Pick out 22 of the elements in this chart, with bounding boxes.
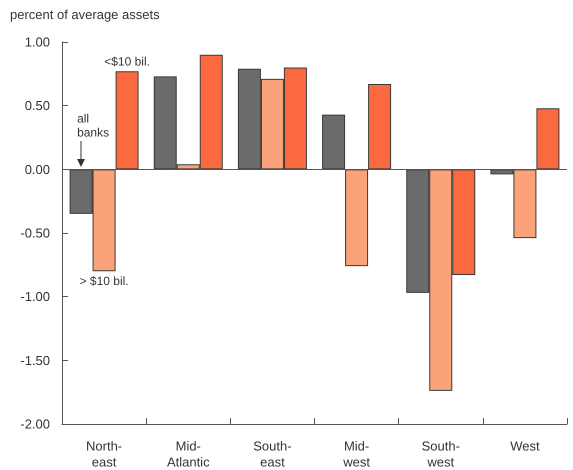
bar [345,169,368,266]
y-tick-label: -1.00 [20,289,50,304]
x-tick-label: South- east [253,438,292,470]
text: all banks [77,111,110,140]
y-tick-label: 1.00 [24,34,50,50]
y-tick-label: 0.50 [24,98,50,114]
bar [536,108,560,170]
y-tick-label: -0.50 [20,226,50,240]
x-tick-label: Mid- west [342,438,370,470]
series-label: <$10 bil. [104,54,150,68]
x-tick-label: Mid- Atlantic [166,438,210,470]
x-tick-label: West [510,438,540,454]
y-tick-label: 0.00 [24,162,50,177]
x-tick-label: South- west [422,438,460,470]
y-axis-title: percent of average assets [10,7,160,22]
y-tick-label: -2.00 [20,416,50,432]
bar [368,84,392,170]
x-tick-label: North- east [86,438,122,470]
bar [322,114,346,170]
series-label: > $10 bil. [80,274,129,288]
y-tick-label: -1.50 [20,352,50,368]
bar [116,71,139,170]
